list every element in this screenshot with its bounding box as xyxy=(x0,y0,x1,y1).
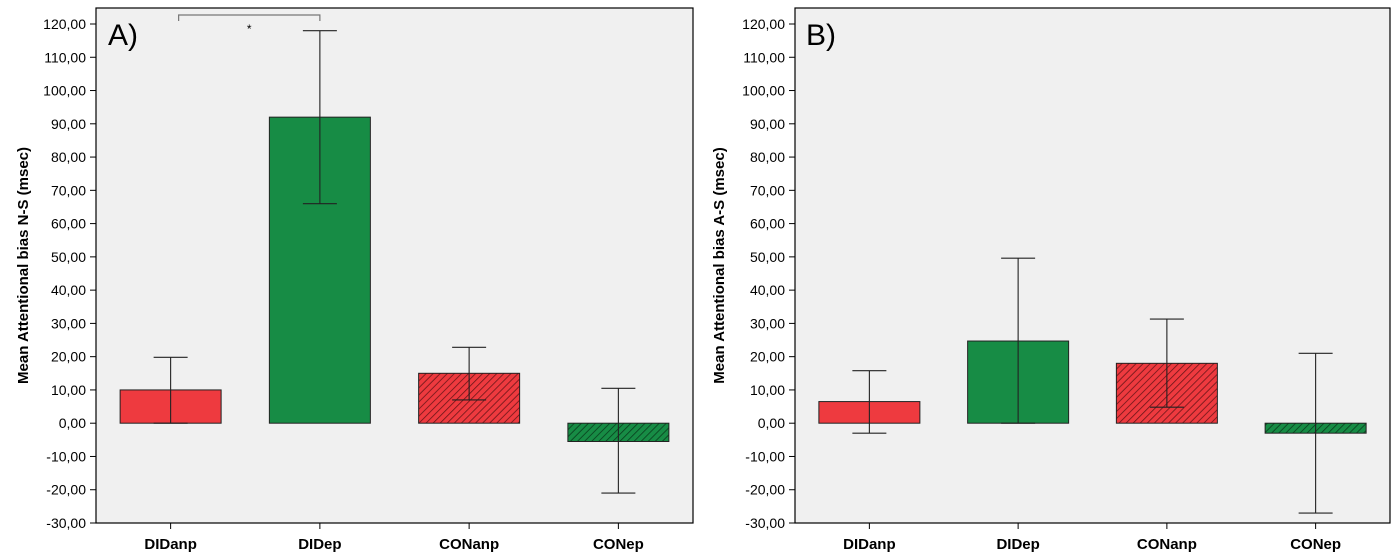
x-tick-label: CONep xyxy=(593,536,644,553)
y-tick-label: -20,00 xyxy=(46,482,86,498)
y-axis-title: Mean Attentional bias A-S (msec) xyxy=(711,147,728,383)
y-tick-label: 40,00 xyxy=(51,282,86,298)
y-axis-title: Mean Attentional bias N-S (msec) xyxy=(15,147,32,384)
y-tick-label: -20,00 xyxy=(745,482,785,498)
y-tick-label: 30,00 xyxy=(51,315,86,331)
panel-label: A) xyxy=(108,19,138,52)
panel-label: B) xyxy=(806,19,836,52)
y-tick-label: 50,00 xyxy=(750,249,785,265)
y-tick-label: 90,00 xyxy=(51,116,86,132)
y-tick-label: 90,00 xyxy=(750,116,785,132)
y-tick-label: 50,00 xyxy=(51,249,86,265)
y-tick-label: -10,00 xyxy=(745,448,785,464)
significance-label: * xyxy=(247,22,252,36)
y-tick-label: -30,00 xyxy=(46,515,86,531)
y-tick-label: -10,00 xyxy=(46,448,86,464)
x-tick-label: DIDep xyxy=(298,536,341,553)
y-tick-label: 120,00 xyxy=(43,16,86,32)
x-tick-label: DIDep xyxy=(996,536,1039,553)
y-tick-label: 70,00 xyxy=(51,182,86,198)
x-tick-label: DIDanp xyxy=(843,536,896,553)
y-tick-label: 20,00 xyxy=(51,349,86,365)
y-tick-label: 0,00 xyxy=(758,415,785,431)
y-tick-label: 80,00 xyxy=(51,149,86,165)
chart-panel-a: 120,00 110,00 100,00 90,00 80,00 70,00 60,00 50… xyxy=(15,7,694,553)
y-tick-label: 100,00 xyxy=(43,83,86,99)
x-tick-label: CONep xyxy=(1290,536,1341,553)
x-tick-label: CONanp xyxy=(1137,536,1197,553)
plot-area xyxy=(794,7,1391,524)
y-tick-label: 0,00 xyxy=(59,415,86,431)
y-tick-label: -30,00 xyxy=(745,515,785,531)
chart-panel-b: 120,00 110,00 100,00 90,00 80,00 70,00 60,00 50… xyxy=(711,7,1391,553)
y-tick-label: 100,00 xyxy=(742,83,785,99)
y-tick-label: 40,00 xyxy=(750,282,785,298)
x-tick-label: CONanp xyxy=(439,536,499,553)
y-tick-label: 30,00 xyxy=(750,315,785,331)
y-tick-label: 80,00 xyxy=(750,149,785,165)
y-tick-label: 70,00 xyxy=(750,182,785,198)
y-tick-label: 20,00 xyxy=(750,349,785,365)
significance-bracket xyxy=(178,14,321,21)
y-tick-label: 110,00 xyxy=(44,49,86,65)
y-tick-label: 10,00 xyxy=(51,382,86,398)
y-tick-label: 120,00 xyxy=(742,16,785,32)
y-tick-label: 60,00 xyxy=(750,216,785,232)
y-tick-label: 10,00 xyxy=(750,382,785,398)
plot-area xyxy=(95,7,694,524)
x-tick-label: DIDanp xyxy=(144,536,197,553)
y-tick-label: 60,00 xyxy=(51,216,86,232)
y-tick-label: 110,00 xyxy=(743,49,785,65)
